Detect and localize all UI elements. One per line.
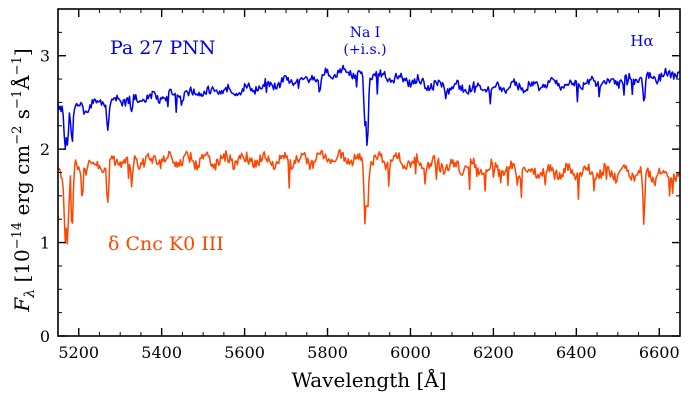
y-tick-label: 0 <box>40 327 50 346</box>
y-tick-label: 2 <box>40 140 50 159</box>
x-tick-label: 6000 <box>390 343 431 362</box>
x-tick-label: 6400 <box>556 343 597 362</box>
spectrum-line-pa27 <box>58 64 680 149</box>
ticks-layer: 5200 5400 5600 5800 6000 6200 6400 6600 0 1 2 3 <box>40 9 680 362</box>
annotation-halpha: Hα <box>630 32 653 50</box>
y-tick-label: 3 <box>40 47 50 66</box>
x-tick-label: 5400 <box>141 343 182 362</box>
spectrum-line-dcnc <box>58 148 680 245</box>
x-tick-label: 6200 <box>473 343 514 362</box>
y-tick-label: 1 <box>40 234 50 253</box>
x-tick-label: 6600 <box>639 343 680 362</box>
x-tick-label: 5600 <box>224 343 265 362</box>
series-label-pa27: Pa 27 PNN <box>110 37 216 59</box>
x-tick-label: 5800 <box>307 343 348 362</box>
series-layer <box>58 64 680 245</box>
x-tick-label: 5200 <box>58 343 99 362</box>
annotation-na-sub: (+i.s.) <box>343 42 386 58</box>
annotation-na: Na I <box>350 25 381 41</box>
series-label-dcnc: δ Cnc K0 III <box>108 233 224 255</box>
y-axis-title: Fλ [10−14 erg cm−2 s−1Å−1] <box>9 48 38 312</box>
x-axis-title: Wavelength [Å] <box>291 367 446 392</box>
